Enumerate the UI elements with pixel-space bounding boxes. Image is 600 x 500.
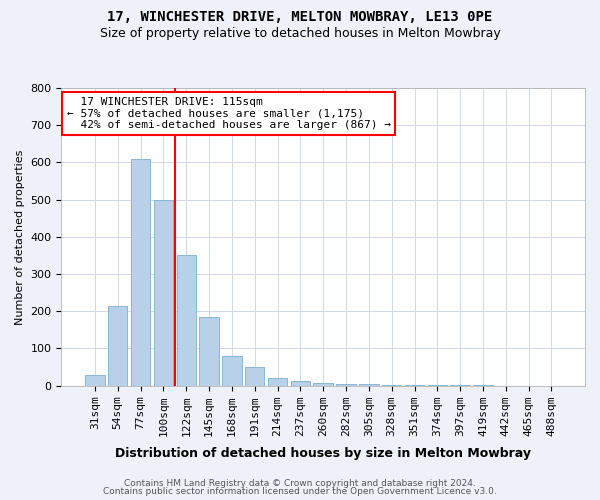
Bar bbox=[199, 317, 219, 386]
Bar bbox=[268, 378, 287, 386]
Bar bbox=[382, 384, 401, 386]
X-axis label: Distribution of detached houses by size in Melton Mowbray: Distribution of detached houses by size … bbox=[115, 447, 531, 460]
Bar bbox=[131, 158, 150, 386]
Bar bbox=[359, 384, 379, 386]
Text: 17 WINCHESTER DRIVE: 115sqm  
← 57% of detached houses are smaller (1,175)
  42%: 17 WINCHESTER DRIVE: 115sqm ← 57% of det… bbox=[67, 97, 391, 130]
Text: Size of property relative to detached houses in Melton Mowbray: Size of property relative to detached ho… bbox=[100, 28, 500, 40]
Bar bbox=[176, 256, 196, 386]
Y-axis label: Number of detached properties: Number of detached properties bbox=[15, 149, 25, 324]
Bar bbox=[245, 367, 265, 386]
Bar bbox=[290, 381, 310, 386]
Bar bbox=[222, 356, 242, 386]
Bar bbox=[428, 385, 447, 386]
Bar bbox=[85, 374, 104, 386]
Bar bbox=[313, 382, 333, 386]
Bar bbox=[337, 384, 356, 386]
Text: 17, WINCHESTER DRIVE, MELTON MOWBRAY, LE13 0PE: 17, WINCHESTER DRIVE, MELTON MOWBRAY, LE… bbox=[107, 10, 493, 24]
Bar bbox=[405, 385, 424, 386]
Text: Contains HM Land Registry data © Crown copyright and database right 2024.: Contains HM Land Registry data © Crown c… bbox=[124, 478, 476, 488]
Bar bbox=[108, 306, 127, 386]
Text: Contains public sector information licensed under the Open Government Licence v3: Contains public sector information licen… bbox=[103, 487, 497, 496]
Bar bbox=[154, 200, 173, 386]
